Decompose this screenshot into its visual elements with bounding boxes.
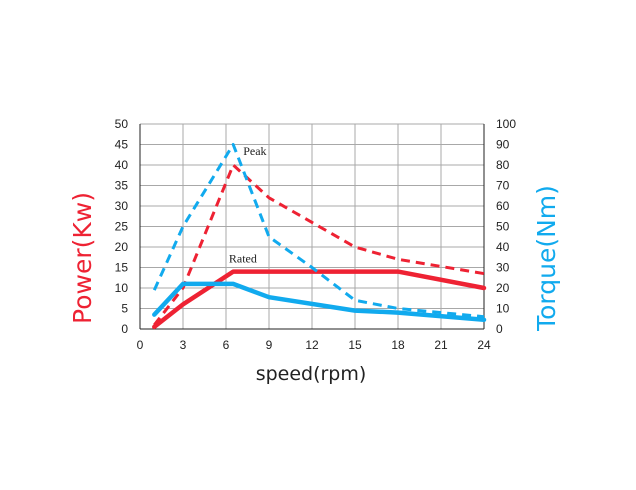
x-axis-label: speed(rpm) bbox=[256, 363, 367, 385]
y-axis-label-right: Torque(Nm) bbox=[532, 185, 561, 332]
torque-rated-line bbox=[152, 281, 487, 323]
series-group bbox=[152, 143, 487, 330]
y-tick-label-left: 35 bbox=[115, 179, 129, 193]
y-tick-label-left: 0 bbox=[121, 322, 128, 336]
y-tick-label-left: 10 bbox=[115, 281, 129, 295]
y-axis-label-left: Power(Kw) bbox=[68, 192, 97, 324]
y-tick-label-right: 90 bbox=[496, 138, 510, 152]
y-tick-label-left: 25 bbox=[115, 220, 129, 234]
annotation-label: Peak bbox=[243, 144, 266, 158]
power-rated-line bbox=[152, 269, 487, 330]
y-tick-label-right: 0 bbox=[496, 322, 503, 336]
y-tick-label-left: 20 bbox=[115, 240, 129, 254]
y-tick-label-right: 20 bbox=[496, 281, 510, 295]
y-tick-label-right: 100 bbox=[496, 117, 516, 131]
y-tick-label-left: 15 bbox=[115, 261, 129, 275]
x-tick-label: 24 bbox=[477, 338, 491, 352]
y-tick-label-right: 10 bbox=[496, 302, 510, 316]
y-tick-label-left: 45 bbox=[115, 138, 129, 152]
y-tick-label-left: 5 bbox=[121, 302, 128, 316]
y-tick-label-right: 60 bbox=[496, 199, 510, 213]
y-tick-label-right: 70 bbox=[496, 179, 510, 193]
y-tick-label-left: 40 bbox=[115, 158, 129, 172]
y-tick-label-left: 30 bbox=[115, 199, 129, 213]
x-tick-label: 18 bbox=[391, 338, 405, 352]
y-tick-label-right: 80 bbox=[496, 158, 510, 172]
axes bbox=[139, 124, 485, 330]
x-tick-label: 0 bbox=[137, 338, 144, 352]
x-tick-label: 15 bbox=[348, 338, 362, 352]
torque-peak-line bbox=[152, 143, 485, 319]
annotations: Peak Rated bbox=[229, 144, 267, 266]
annotation-label: Rated bbox=[229, 252, 257, 266]
y-tick-label-right: 40 bbox=[496, 240, 510, 254]
y-tick-label-right: 50 bbox=[496, 220, 510, 234]
tick-labels: 0 3 6 9 12 15 18 21 24 0 5 10 15 20 25 30 35 40 45 50 0 10 20 3… bbox=[115, 117, 517, 352]
power-peak-line bbox=[153, 163, 485, 326]
y-tick-label-right: 30 bbox=[496, 261, 510, 275]
y-tick-label-left: 50 bbox=[115, 117, 129, 131]
x-tick-label: 12 bbox=[305, 338, 319, 352]
x-tick-label: 21 bbox=[434, 338, 448, 352]
x-tick-label: 9 bbox=[266, 338, 273, 352]
x-tick-label: 6 bbox=[223, 338, 230, 352]
x-tick-label: 3 bbox=[180, 338, 187, 352]
